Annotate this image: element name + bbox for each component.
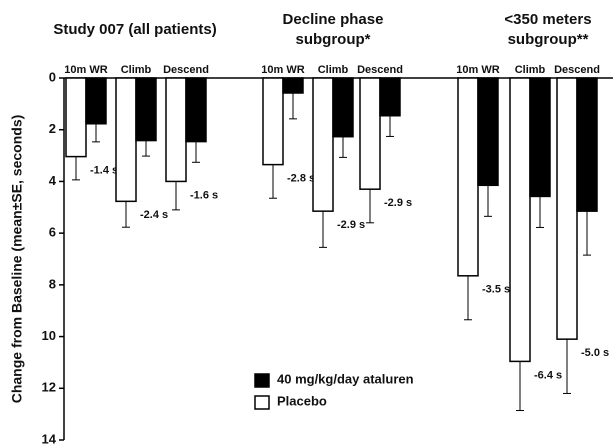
- bar: [262, 77, 284, 166]
- legend-label: 40 mg/kg/day ataluren: [277, 371, 414, 386]
- y-tick-label: 4: [49, 173, 57, 188]
- difference-label: -1.6 s: [190, 189, 218, 201]
- category-label: Climb: [515, 64, 546, 76]
- bar: [576, 77, 598, 212]
- bar: [185, 77, 207, 143]
- bar: [115, 77, 137, 203]
- category-label: Descend: [554, 64, 600, 76]
- category-label: 10m WR: [64, 64, 107, 76]
- bar: [85, 77, 107, 125]
- bar: [332, 77, 354, 138]
- category-label: Descend: [357, 64, 403, 76]
- panel-title: subgroup*: [296, 31, 371, 48]
- y-tick-label: 10: [42, 328, 56, 343]
- bar: [135, 77, 157, 142]
- y-tick-label: 12: [42, 380, 56, 395]
- bar: [282, 77, 304, 94]
- y-tick-label: 14: [42, 431, 57, 446]
- bar: [65, 77, 87, 158]
- category-label: Climb: [121, 64, 152, 76]
- difference-label: -2.4 s: [140, 209, 168, 221]
- y-tick-label: 2: [49, 121, 56, 136]
- bar: [379, 77, 401, 117]
- legend-label: Placebo: [277, 393, 327, 408]
- difference-label: -3.5 s: [482, 284, 510, 296]
- bar: [165, 77, 187, 183]
- bar: [312, 77, 334, 212]
- difference-label: -5.0 s: [581, 347, 609, 359]
- panel-title: Decline phase: [283, 11, 384, 28]
- panel-title: Study 007 (all patients): [53, 21, 216, 38]
- difference-label: -2.9 s: [337, 219, 365, 231]
- category-label: Descend: [163, 64, 209, 76]
- y-axis-label: Change from Baseline (mean±SE, seconds): [9, 115, 25, 404]
- category-label: Climb: [318, 64, 349, 76]
- bar: [529, 77, 551, 198]
- panel-title: subgroup**: [508, 31, 589, 48]
- bar: [457, 77, 479, 277]
- bar: [556, 77, 578, 340]
- bar: [509, 77, 531, 363]
- y-tick-label: 0: [49, 69, 56, 84]
- difference-label: -6.4 s: [534, 369, 562, 381]
- difference-label: -2.9 s: [384, 197, 412, 209]
- category-label: 10m WR: [261, 64, 304, 76]
- bar: [359, 77, 381, 190]
- legend-swatch: [254, 373, 270, 388]
- difference-label: -1.4 s: [90, 165, 118, 177]
- y-tick-label: 6: [49, 225, 56, 240]
- category-label: 10m WR: [456, 64, 499, 76]
- panel-title: <350 meters: [504, 11, 591, 28]
- difference-label: -2.8 s: [287, 173, 315, 185]
- bar: [477, 77, 499, 187]
- legend-swatch: [254, 395, 270, 410]
- y-tick-label: 8: [49, 276, 56, 291]
